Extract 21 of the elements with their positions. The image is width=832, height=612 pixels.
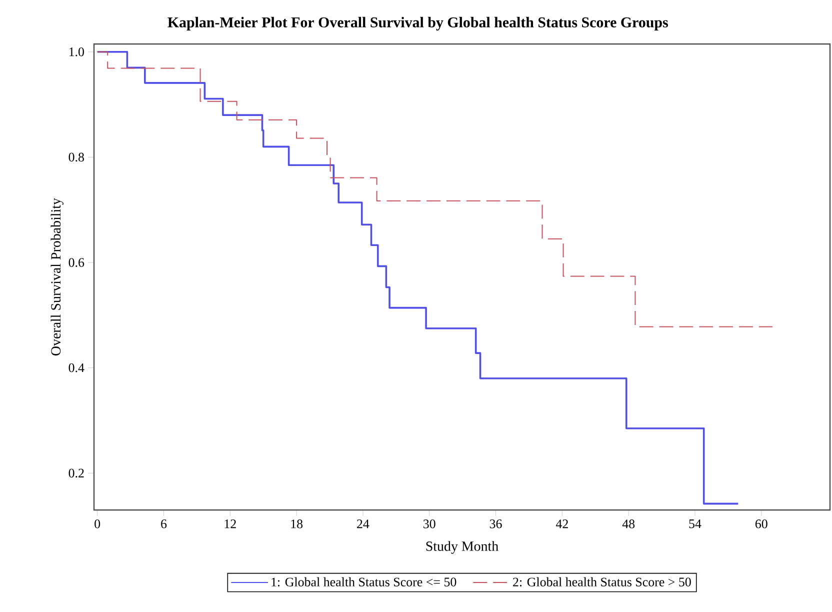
x-tick-label: 48	[622, 520, 635, 528]
x-tick-label: 6	[161, 520, 167, 528]
y-tick-label: 1.0	[69, 47, 84, 56]
chart-title: Kaplan-Meier Plot For Overall Survival by Global health Status Score Groups	[168, 16, 668, 30]
legend-label: 2: Global health Status Score > 50	[513, 577, 691, 586]
x-tick-label: 12	[224, 520, 236, 528]
x-tick-label: 60	[755, 520, 768, 528]
legend-label: 1: Global health Status Score <= 50	[272, 577, 456, 586]
x-tick-label: 24	[357, 520, 370, 528]
x-axis-title: Study Month	[426, 541, 498, 554]
y-tick-label: 0.4	[68, 363, 84, 372]
y-axis-title: Overall Survival Probability	[50, 198, 64, 356]
x-tick-label: 54	[689, 520, 702, 528]
y-tick-label: 0.6	[68, 258, 84, 267]
x-tick-label: 0	[94, 520, 100, 528]
y-tick-label: 0.8	[68, 152, 84, 162]
x-tick-label: 36	[490, 520, 502, 528]
x-tick-label: 42	[556, 520, 568, 528]
x-tick-label: 18	[291, 520, 303, 528]
y-tick-label: 0.2	[68, 468, 84, 478]
x-tick-label: 30	[424, 520, 436, 528]
